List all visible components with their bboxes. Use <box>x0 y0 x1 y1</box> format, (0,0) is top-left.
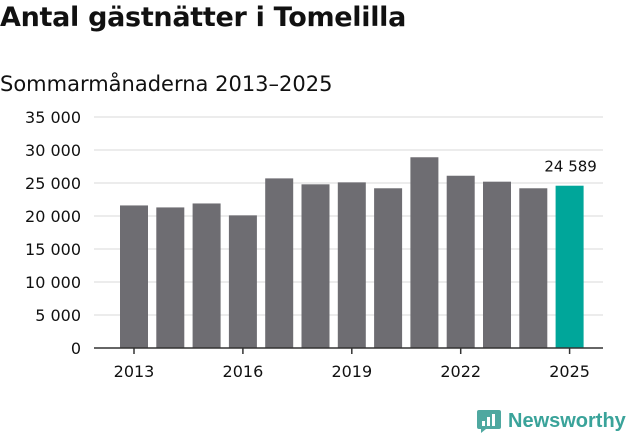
chart-title: Antal gästnätter i Tomelilla <box>0 2 407 33</box>
bar-2021 <box>410 157 439 348</box>
y-tick-label: 25 000 <box>25 174 81 193</box>
highlight-data-label: 24 589 <box>544 158 597 176</box>
y-tick-label: 30 000 <box>25 141 81 160</box>
bar-2015 <box>192 203 221 348</box>
bar-2016 <box>228 215 257 348</box>
brand-name: Newsworthy <box>508 409 626 432</box>
bar-2014 <box>156 207 185 348</box>
x-tick-label: 2013 <box>114 362 155 381</box>
bar-2025 <box>555 185 584 348</box>
y-tick-label: 10 000 <box>25 273 81 292</box>
y-tick-label: 15 000 <box>25 240 81 259</box>
bar-chart: 0 5 000 10 000 15 000 20 000 25 000 30 000 35 0… <box>25 108 603 381</box>
y-tick-label: 5 000 <box>35 306 81 325</box>
brand-logo: Newsworthy <box>476 408 626 434</box>
bar-2018 <box>301 184 330 348</box>
y-tick-label: 20 000 <box>25 207 81 226</box>
bar-2022 <box>446 175 475 348</box>
bar-2017 <box>265 178 294 348</box>
newsworthy-logo-icon <box>477 410 501 433</box>
x-tick-label: 2016 <box>223 362 264 381</box>
bar-2023 <box>483 181 511 348</box>
x-axis-ticks: 2013 2016 2019 2022 2025 <box>114 348 590 381</box>
y-tick-label: 0 <box>71 339 81 358</box>
bar-2020 <box>374 188 403 348</box>
bars <box>120 157 584 348</box>
chart-subtitle: Sommarmånaderna 2013–2025 <box>0 72 333 96</box>
bar-2019 <box>337 182 366 348</box>
bar-2013 <box>120 205 148 348</box>
x-tick-label: 2019 <box>331 362 372 381</box>
x-tick-label: 2022 <box>440 362 481 381</box>
y-tick-label: 35 000 <box>25 108 81 127</box>
y-axis-ticks: 0 5 000 10 000 15 000 20 000 25 000 30 000 35 0… <box>25 108 81 358</box>
bar-2024 <box>519 188 548 348</box>
x-tick-label: 2025 <box>549 362 590 381</box>
